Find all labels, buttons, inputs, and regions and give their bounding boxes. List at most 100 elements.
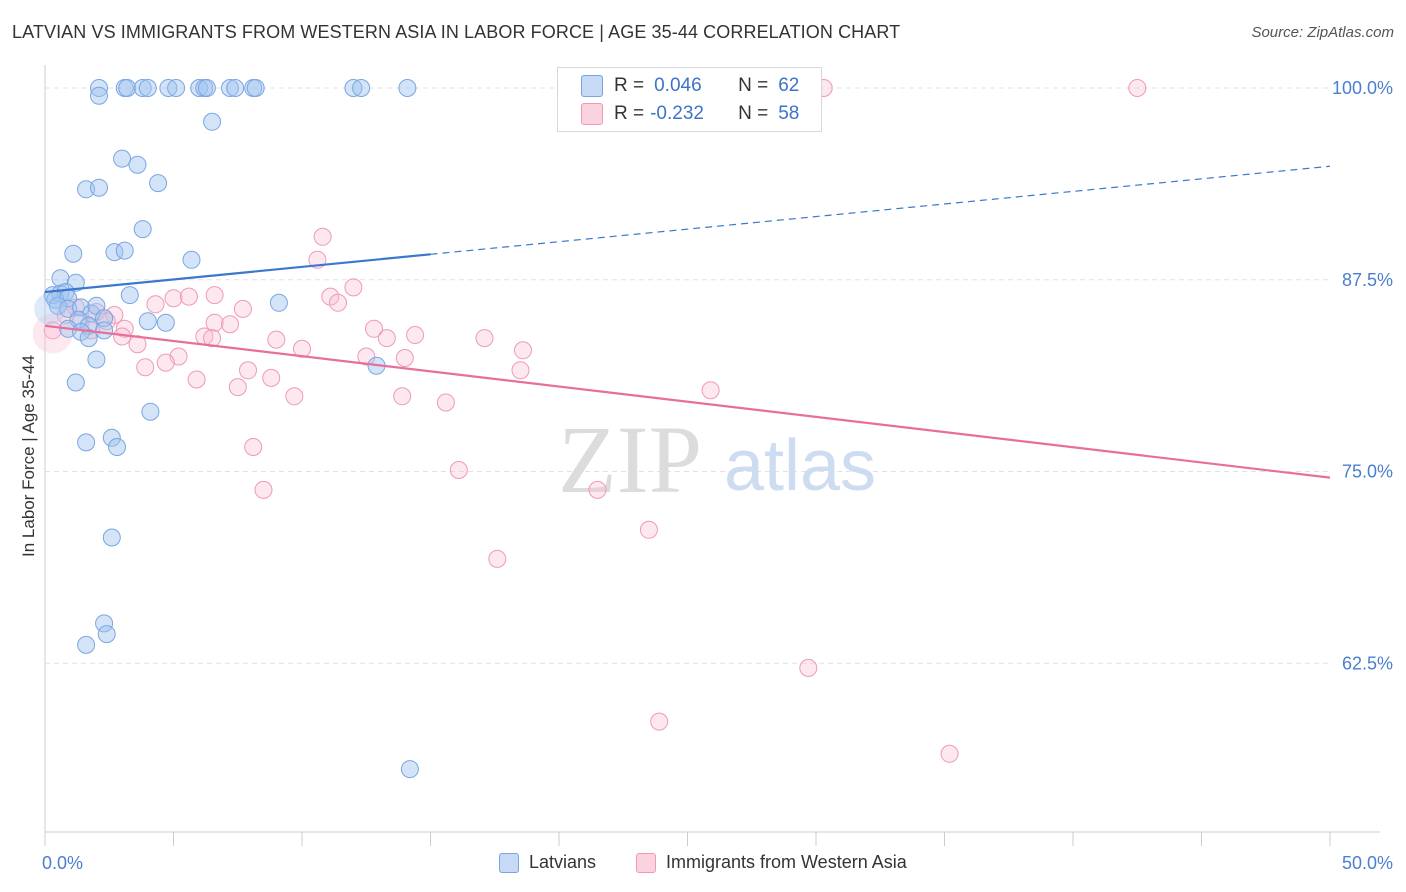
immigrant-point xyxy=(365,319,383,338)
latvian-point-large xyxy=(34,292,67,325)
latvian-point xyxy=(400,760,419,779)
latvian-point xyxy=(120,286,139,305)
immigrant-point xyxy=(1128,79,1147,97)
stats-row-immigrants: R = -0.232 N = 58 xyxy=(581,101,800,127)
latvian-point xyxy=(66,273,85,292)
immigrant-point xyxy=(285,387,304,406)
stats-row-latvians: R = 0.046 N = 62 xyxy=(581,73,800,99)
stats-swatch-latvians xyxy=(581,75,603,97)
latvian-point xyxy=(167,79,186,97)
stats-r-label: R = xyxy=(614,75,645,96)
immigrant-point xyxy=(511,361,530,380)
immigrant-point xyxy=(475,329,494,348)
immigrant-point xyxy=(588,480,607,499)
latvian-point xyxy=(90,86,108,105)
immigrant-point xyxy=(344,278,363,297)
watermark-zip: ZIP xyxy=(558,406,702,513)
immigrant-point xyxy=(228,378,247,397)
latvian-point xyxy=(113,149,132,168)
y-tick-label: 62.5% xyxy=(1342,653,1393,673)
watermark: ZIP atlas xyxy=(558,406,876,513)
latvian-point xyxy=(102,528,121,547)
y-tick-labels: 100.0% 87.5% 75.0% 62.5% xyxy=(1332,78,1393,673)
stats-n-value: 58 xyxy=(778,103,800,124)
x-tick-label: 50.0% xyxy=(1342,853,1393,873)
immigrant-point xyxy=(244,438,263,456)
series-latvians xyxy=(34,79,419,779)
latvian-point xyxy=(159,79,178,97)
latvian-point xyxy=(156,313,175,332)
stats-n-label: N = xyxy=(738,75,769,96)
legend-swatch-latvians xyxy=(499,852,519,873)
immigrant-point xyxy=(267,330,286,349)
immigrant-point-large xyxy=(32,313,73,354)
trend-line-solid xyxy=(44,324,1331,479)
stats-n-value: 62 xyxy=(778,75,800,96)
latvian-point xyxy=(97,625,116,644)
immigrant-point xyxy=(187,370,206,389)
stats-legend-box: R = 0.046 N = 62 R = -0.232 N = 58 xyxy=(557,67,822,132)
latvian-point xyxy=(269,293,288,312)
immigrant-point xyxy=(146,295,165,314)
latvian-point xyxy=(197,79,216,97)
latvian-point xyxy=(77,180,96,199)
immigrant-point xyxy=(164,289,183,308)
y-tick-label: 87.5% xyxy=(1342,270,1393,290)
bottom-legend: Latvians Immigrants from Western Asia xyxy=(0,852,1406,878)
immigrant-point xyxy=(449,461,468,479)
immigrant-point xyxy=(639,520,658,539)
latvian-point xyxy=(246,79,265,97)
immigrant-point xyxy=(650,712,669,731)
latvian-point xyxy=(66,373,85,392)
x-tick-labels: 0.0% 50.0% xyxy=(42,853,1393,873)
legend-item-immigrants[interactable]: Immigrants from Western Asia xyxy=(636,852,907,873)
latvian-point xyxy=(64,244,83,263)
immigrant-point xyxy=(221,315,239,334)
x-tick-label: 0.0% xyxy=(42,853,83,873)
latvian-point xyxy=(115,241,134,260)
latvian-point xyxy=(128,155,147,174)
source-label: Source: ZipAtlas.com xyxy=(1251,24,1394,41)
immigrant-point xyxy=(136,358,155,377)
immigrant-point xyxy=(293,339,311,358)
latvian-point xyxy=(133,220,152,239)
legend-item-latvians[interactable]: Latvians xyxy=(499,852,596,873)
y-tick-label: 75.0% xyxy=(1342,462,1393,482)
immigrant-point xyxy=(205,286,224,305)
latvian-point xyxy=(344,79,363,97)
latvian-point xyxy=(79,329,98,348)
latvian-point xyxy=(226,79,245,97)
latvian-point xyxy=(95,614,114,633)
latvian-point xyxy=(77,433,96,452)
immigrant-point xyxy=(313,227,332,246)
immigrant-point xyxy=(233,299,252,318)
legend-swatch-immigrants xyxy=(636,852,656,873)
latvian-point xyxy=(190,79,209,97)
latvian-point xyxy=(182,250,201,269)
immigrant-point xyxy=(156,353,175,372)
stats-swatch-immigrants xyxy=(581,103,603,125)
latvian-point xyxy=(87,350,106,369)
immigrant-point xyxy=(357,347,376,366)
grid-lines xyxy=(45,87,1330,664)
latvian-point xyxy=(398,79,417,97)
legend-label-latvians: Latvians xyxy=(529,852,597,872)
immigrant-point xyxy=(262,368,281,387)
stats-r-label: R = xyxy=(614,103,645,124)
immigrant-point xyxy=(395,349,414,367)
immigrant-point xyxy=(799,658,818,677)
immigrant-point xyxy=(239,361,257,380)
immigrant-point xyxy=(179,287,198,306)
latvian-point xyxy=(138,312,157,331)
latvian-point xyxy=(90,178,108,197)
latvian-point xyxy=(203,112,222,131)
latvian-point xyxy=(141,402,160,421)
immigrant-point xyxy=(406,326,425,344)
immigrant-point xyxy=(701,381,720,400)
immigrant-point xyxy=(940,744,959,763)
latvian-point xyxy=(118,79,137,97)
immigrant-point xyxy=(514,341,532,360)
latvian-point xyxy=(77,635,96,654)
latvian-point xyxy=(221,79,239,97)
